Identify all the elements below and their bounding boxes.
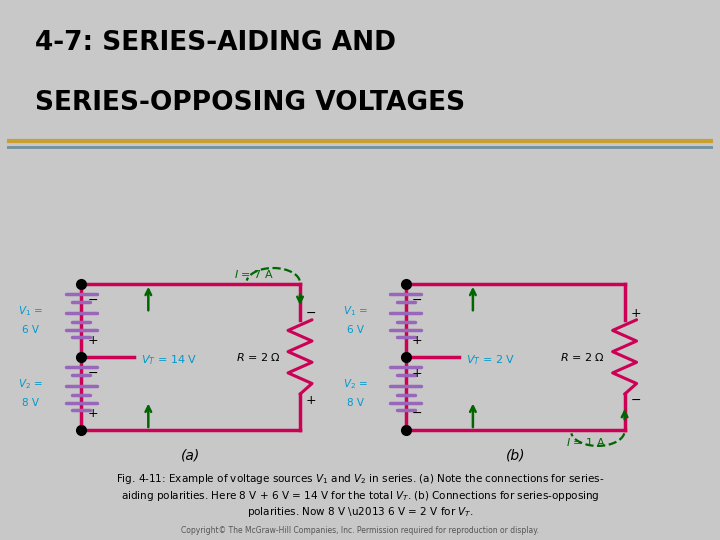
Text: (a): (a)	[181, 448, 200, 462]
Text: SERIES-OPPOSING VOLTAGES: SERIES-OPPOSING VOLTAGES	[35, 90, 466, 116]
Text: 6 V: 6 V	[346, 325, 364, 335]
Text: $I$ = 1 A: $I$ = 1 A	[566, 436, 606, 448]
Text: (b): (b)	[505, 448, 525, 462]
Text: $R$ = 2 Ω: $R$ = 2 Ω	[235, 351, 280, 363]
Text: +: +	[412, 367, 423, 380]
Text: +: +	[630, 307, 641, 320]
Text: +: +	[87, 407, 98, 420]
Text: 4-7: SERIES-AIDING AND: 4-7: SERIES-AIDING AND	[35, 30, 397, 56]
Text: $V_2$ =: $V_2$ =	[18, 377, 43, 391]
Text: −: −	[87, 367, 98, 380]
Text: $V_1$ =: $V_1$ =	[18, 304, 43, 318]
Text: +: +	[87, 334, 98, 347]
Text: Fig. 4-11: Example of voltage sources $V_1$ and $V_2$ in series. (a) Note the co: Fig. 4-11: Example of voltage sources $V…	[116, 472, 604, 486]
Text: $I$ = 7 A: $I$ = 7 A	[234, 268, 274, 280]
Text: polarities. Now 8 V \u2013 6 V = 2 V for $V_T$.: polarities. Now 8 V \u2013 6 V = 2 V for…	[246, 505, 474, 519]
Text: $V_1$ =: $V_1$ =	[343, 304, 367, 318]
Text: 6 V: 6 V	[22, 325, 39, 335]
Text: −: −	[412, 407, 423, 420]
Text: $R$ = 2 Ω: $R$ = 2 Ω	[560, 351, 605, 363]
Text: $V_T$ = 14 V: $V_T$ = 14 V	[141, 353, 197, 367]
Text: −: −	[306, 307, 316, 320]
Text: Copyright© The McGraw-Hill Companies, Inc. Permission required for reproduction : Copyright© The McGraw-Hill Companies, In…	[181, 526, 539, 535]
Text: +: +	[306, 394, 316, 407]
Text: $V_2$ =: $V_2$ =	[343, 377, 367, 391]
Text: +: +	[412, 334, 423, 347]
Text: $V_T$ = 2 V: $V_T$ = 2 V	[466, 353, 515, 367]
Text: 8 V: 8 V	[22, 398, 39, 408]
Text: −: −	[630, 394, 641, 407]
Text: −: −	[412, 294, 423, 307]
Text: −: −	[87, 294, 98, 307]
Text: 8 V: 8 V	[346, 398, 364, 408]
Text: aiding polarities. Here 8 V + 6 V = 14 V for the total $V_T$. (b) Connections fo: aiding polarities. Here 8 V + 6 V = 14 V…	[121, 489, 599, 503]
